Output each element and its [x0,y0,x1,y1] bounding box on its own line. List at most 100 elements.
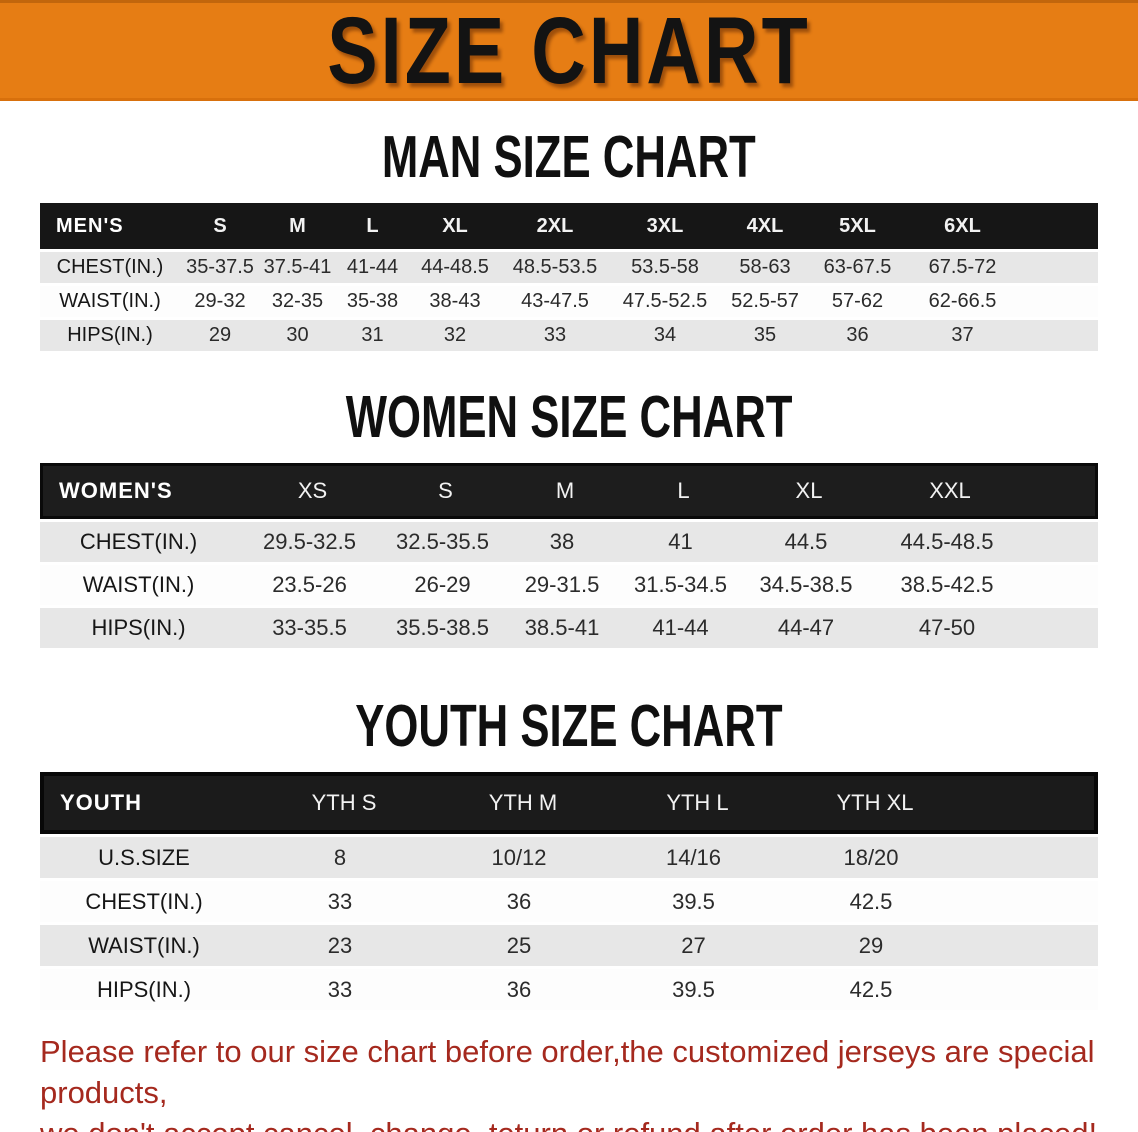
size-column-header: YTH XL [836,790,914,815]
table-cell: 42.5 [849,976,893,1002]
table-row: HIPS(IN.) 33-35.5 35.5-38.5 38.5-41 41-44 44-… [40,608,1098,648]
table-cell: 10/12 [491,844,547,870]
table-row: WAIST(IN.) 29-32 32-35 35-38 38-43 43-47.5 47.… [40,286,1098,317]
table-cell: 34.5-38.5 [759,572,853,597]
table-cell: 30 [286,324,309,346]
table-cell: 23.5-26 [272,572,347,597]
row-label: WAIST(IN.) [82,572,195,597]
table-cell: 29-32 [194,290,246,312]
women-size-chart-heading-text: WOMEN SIZE CHART [345,382,793,450]
table-cell: 29-31.5 [524,572,600,597]
row-label: HIPS(IN.) [67,324,153,346]
size-column-header: S [213,214,227,237]
table-row: HIPS(IN.) 29 30 31 32 33 34 35 36 37 [40,320,1098,351]
page-title: SIZE CHART [327,0,811,104]
table-row: WAIST(IN.) 23 25 27 29 [40,925,1098,966]
men-size-table: MEN'S S M L XL 2XL 3XL 4XL 5XL 6XL CHEST(IN.) 35-37… [40,203,1098,351]
table-cell: 31.5-34.5 [634,572,727,597]
table-cell: 33 [543,324,567,346]
table-cell: 63-67.5 [823,256,892,278]
size-column-header: M [555,478,575,503]
table-group-label: YOUTH [60,790,142,815]
man-size-chart-heading-text: MAN SIZE CHART [382,122,756,190]
row-label: HIPS(IN.) [91,615,186,640]
table-cell: 14/16 [665,844,722,870]
table-cell: 32 [443,324,467,346]
size-column-header: XS [297,478,328,503]
table-row: CHEST(IN.) 29.5-32.5 32.5-35.5 38 41 44.5 44.5… [40,522,1098,562]
table-cell: 44-48.5 [421,256,489,278]
table-cell: 34 [653,324,677,346]
table-header-row: MEN'S S M L XL 2XL 3XL 4XL 5XL 6XL [40,203,1098,249]
table-cell: 35-37.5 [186,256,254,278]
table-cell: 27 [681,932,706,958]
row-label: WAIST(IN.) [59,290,161,312]
row-label: HIPS(IN.) [96,976,192,1002]
table-cell: 44.5-48.5 [900,529,994,554]
table-cell: 48.5-53.5 [512,256,598,278]
table-cell: 35.5-38.5 [396,615,489,640]
row-label: CHEST(IN.) [79,529,198,554]
table-row: WAIST(IN.) 23.5-26 26-29 29-31.5 31.5-34.5 34… [40,565,1098,605]
women-size-chart-heading: WOMEN SIZE CHART [0,382,1138,450]
table-row: HIPS(IN.) 33 36 39.5 42.5 [40,969,1098,1010]
size-column-header: XL [795,478,823,503]
youth-size-chart-heading-text: YOUTH SIZE CHART [355,691,783,759]
table-cell: 29 [858,932,884,958]
table-cell: 36 [506,976,532,1002]
size-column-header: XXL [929,478,971,503]
table-cell: 44.5 [784,529,828,554]
women-size-table: WOMEN'S XS S M L XL XXL CHEST(IN.) 29.5-32.5 32.5… [40,463,1098,648]
table-cell: 42.5 [849,888,893,914]
table-row: CHEST(IN.) 35-37.5 37.5-41 41-44 44-48.5 48.5… [40,252,1098,283]
disclaimer-text: Please refer to our size chart before or… [40,1032,1102,1132]
size-column-header: M [289,214,306,237]
youth-size-table: YOUTH YTH S YTH M YTH L YTH XL U.S.SIZE 8 10/12… [40,772,1098,1010]
row-label: CHEST(IN.) [85,888,203,914]
size-column-header: L [366,214,379,237]
table-cell: 29.5-32.5 [263,529,356,554]
table-cell: 47.5-52.5 [622,290,708,312]
size-chart-banner: SIZE CHART [0,0,1138,104]
table-cell: 36 [846,324,869,346]
table-cell: 39.5 [672,976,715,1002]
table-cell: 35 [753,324,777,346]
table-cell: 31 [361,324,384,346]
table-cell: 33 [327,888,353,914]
table-cell: 58-63 [739,256,791,278]
size-column-header: YTH L [666,790,729,815]
table-cell: 25 [506,932,532,958]
table-header-row: YOUTH YTH S YTH M YTH L YTH XL [40,772,1098,834]
table-group-label: MEN'S [56,214,124,237]
table-cell: 67.5-72 [928,256,997,278]
table-cell: 32-35 [271,290,324,312]
size-column-header: 2XL [536,214,574,237]
table-cell: 38.5-41 [524,615,600,640]
table-cell: 41 [668,529,693,554]
table-header-row: WOMEN'S XS S M L XL XXL [40,463,1098,519]
row-label: CHEST(IN.) [56,256,164,278]
table-row: CHEST(IN.) 33 36 39.5 42.5 [40,881,1098,922]
table-cell: 41-44 [346,256,399,278]
table-cell: 36 [506,888,532,914]
table-cell: 32.5-35.5 [396,529,489,554]
table-cell: 37 [951,324,974,346]
table-cell: 37.5-41 [263,256,332,278]
table-cell: 18/20 [843,844,899,870]
table-cell: 38 [549,529,575,554]
table-row: U.S.SIZE 8 10/12 14/16 18/20 [40,837,1098,878]
table-cell: 41-44 [652,615,709,640]
table-cell: 44-47 [777,615,835,640]
table-cell: 53.5-58 [631,256,699,278]
table-cell: 52.5-57 [731,290,799,312]
table-cell: 23 [327,932,353,958]
table-cell: 29 [208,324,232,346]
size-column-header: 5XL [839,214,876,237]
table-cell: 26-29 [414,572,471,597]
table-cell: 38-43 [429,290,481,312]
disclaimer-line-1: Please refer to our size chart before or… [40,1034,1095,1110]
size-column-header: 6XL [944,214,981,237]
youth-size-chart-heading: YOUTH SIZE CHART [0,691,1138,759]
disclaimer-line-2: we don't accept cancel, change, teturn o… [40,1114,1102,1132]
row-label: WAIST(IN.) [88,932,200,958]
